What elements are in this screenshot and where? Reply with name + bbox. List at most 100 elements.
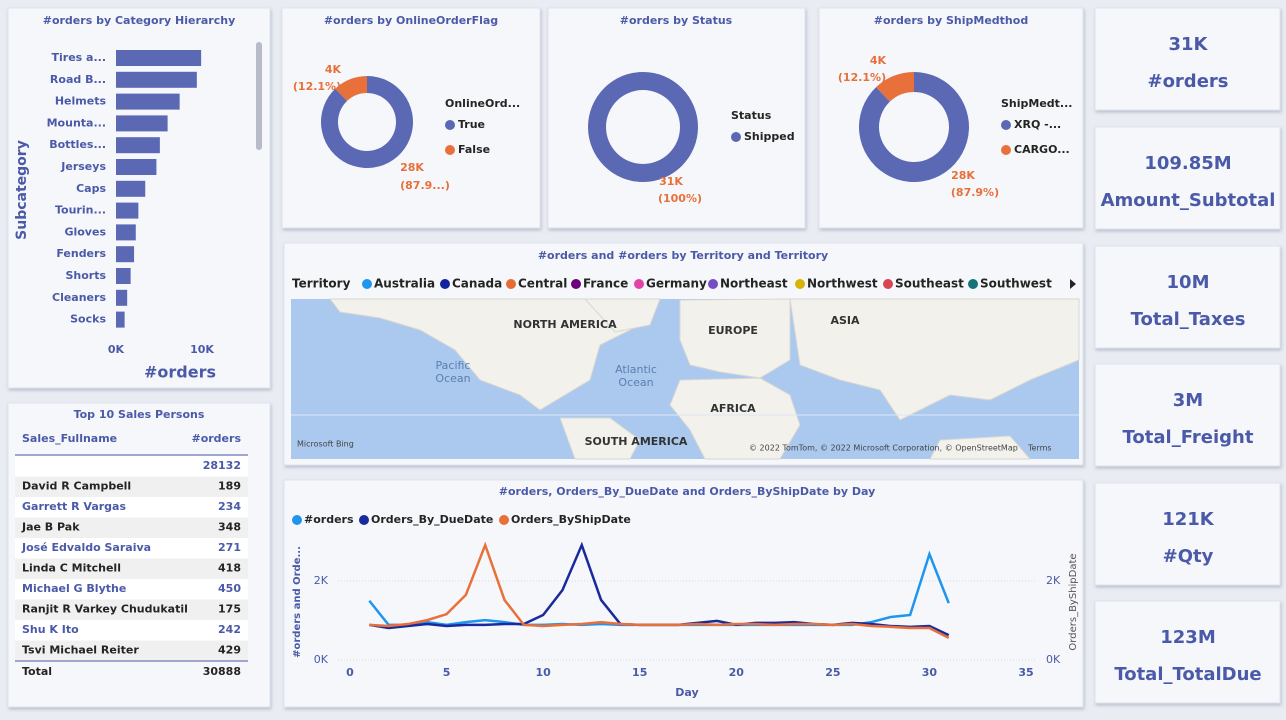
x-axis-title: #orders xyxy=(144,363,216,382)
legend-label: True xyxy=(458,118,485,131)
x-tick-label: 25 xyxy=(825,666,840,679)
data-label: 28K xyxy=(400,161,424,174)
table-cell: Garrett R Vargas xyxy=(22,500,126,513)
map-land xyxy=(929,435,1032,460)
map-label: NORTH AMERICA xyxy=(513,318,617,331)
bar xyxy=(116,202,139,219)
y-tick-label: Fenders xyxy=(56,247,106,260)
map-attribution: Terms xyxy=(1027,444,1052,453)
legend-label: Central xyxy=(518,277,567,291)
map-label: Pacific xyxy=(436,359,471,372)
legend-marker xyxy=(1001,145,1011,155)
card-value: 121K xyxy=(1162,509,1215,530)
legend-marker xyxy=(708,279,718,289)
legend-marker xyxy=(359,515,369,525)
y-axis-title: Subcategory xyxy=(14,140,30,240)
data-label: (12.1%) xyxy=(293,80,341,93)
panel xyxy=(1094,482,1281,586)
legend-label: XRQ -... xyxy=(1014,118,1061,131)
y-tick-label: Tires a... xyxy=(52,51,107,64)
bar xyxy=(116,115,168,132)
map-label: SOUTH AMERICA xyxy=(585,435,688,448)
table-row xyxy=(15,599,248,620)
bar xyxy=(116,246,135,263)
legend-title: OnlineOrd... xyxy=(445,97,520,110)
legend-label: Southeast xyxy=(895,277,964,291)
table-cell: David R Campbell xyxy=(22,480,131,493)
card-value: 10M xyxy=(1167,272,1210,293)
panel xyxy=(1094,600,1281,704)
bar xyxy=(116,93,180,110)
bar xyxy=(116,289,128,306)
bar xyxy=(116,71,197,88)
legend-marker xyxy=(362,279,372,289)
legend-label: Australia xyxy=(374,277,435,291)
table-row xyxy=(15,640,248,661)
legend-label: Shipped xyxy=(744,130,795,143)
legend-marker xyxy=(440,279,450,289)
legend-label: Canada xyxy=(452,277,502,291)
x-axis-title: Day xyxy=(675,686,698,699)
chart-title: #orders, Orders_By_DueDate and Orders_By… xyxy=(499,485,876,498)
card-value: 3M xyxy=(1173,390,1203,411)
y-tick-label: Jerseys xyxy=(60,160,106,173)
legend-label: Northwest xyxy=(807,277,878,291)
legend-marker xyxy=(445,120,455,130)
x-tick-label: 15 xyxy=(632,666,647,679)
card-label: #Qty xyxy=(1163,546,1214,567)
x-tick-label: 30 xyxy=(922,666,938,679)
map-land xyxy=(583,298,661,333)
table-row xyxy=(15,579,248,600)
y-tick-label: Gloves xyxy=(64,225,106,238)
chart-title: #orders by ShipMedthod xyxy=(874,14,1028,27)
map-land xyxy=(679,298,791,379)
table-cell: Shu K Ito xyxy=(22,623,79,636)
data-label: 31K xyxy=(659,175,683,188)
bar xyxy=(116,50,202,66)
legend-marker xyxy=(571,279,581,289)
y2-tick-label: 0K xyxy=(1046,653,1061,666)
table-row xyxy=(15,456,248,477)
data-label: 4K xyxy=(870,54,887,67)
map-attribution: © 2022 TomTom, © 2022 Microsoft Corporat… xyxy=(749,444,1018,453)
table-cell: 348 xyxy=(218,521,241,534)
column-header: Sales_Fullname xyxy=(22,432,117,445)
map-label: Ocean xyxy=(435,372,470,385)
legend-marker xyxy=(883,279,893,289)
map-attribution: Microsoft Bing xyxy=(297,440,354,449)
bar xyxy=(116,268,131,284)
y-tick-label: Caps xyxy=(76,182,106,195)
y-tick-label: Shorts xyxy=(65,269,106,282)
legend-label: CARGO... xyxy=(1014,143,1070,156)
panel xyxy=(1094,126,1281,230)
data-label: 4K xyxy=(325,63,342,76)
map-label: AFRICA xyxy=(710,402,756,415)
table-row xyxy=(15,517,248,538)
legend-title: Territory xyxy=(292,277,351,291)
table-cell: 242 xyxy=(218,623,241,636)
chart-title: #orders by OnlineOrderFlag xyxy=(324,14,498,27)
map-land xyxy=(559,417,641,460)
table-row xyxy=(15,497,248,518)
bar xyxy=(116,311,125,328)
y-tick-label: Socks xyxy=(70,313,106,326)
bar xyxy=(116,224,136,241)
chart-title: #orders and #orders by Territory and Ter… xyxy=(538,249,828,262)
chart-title: #orders by Status xyxy=(620,14,733,27)
table-cell: Linda C Mitchell xyxy=(22,562,121,575)
table-cell: 175 xyxy=(218,603,241,616)
y-tick-label: Mounta... xyxy=(47,116,106,129)
card-label: Total_TotalDue xyxy=(1114,664,1261,685)
y-tick-label: 0K xyxy=(314,653,329,666)
map-label: Atlantic xyxy=(615,363,657,376)
legend-marker xyxy=(292,515,302,525)
legend-label: Germany xyxy=(646,277,707,291)
y-tick-label: Road B... xyxy=(50,73,106,86)
legend-marker xyxy=(795,279,805,289)
card-label: #orders xyxy=(1147,71,1228,92)
legend-label: False xyxy=(458,143,490,156)
table-title: Top 10 Sales Persons xyxy=(74,408,205,421)
panel xyxy=(7,7,271,389)
panel xyxy=(283,479,1084,708)
legend-label: Orders_ByShipDate xyxy=(511,513,631,526)
